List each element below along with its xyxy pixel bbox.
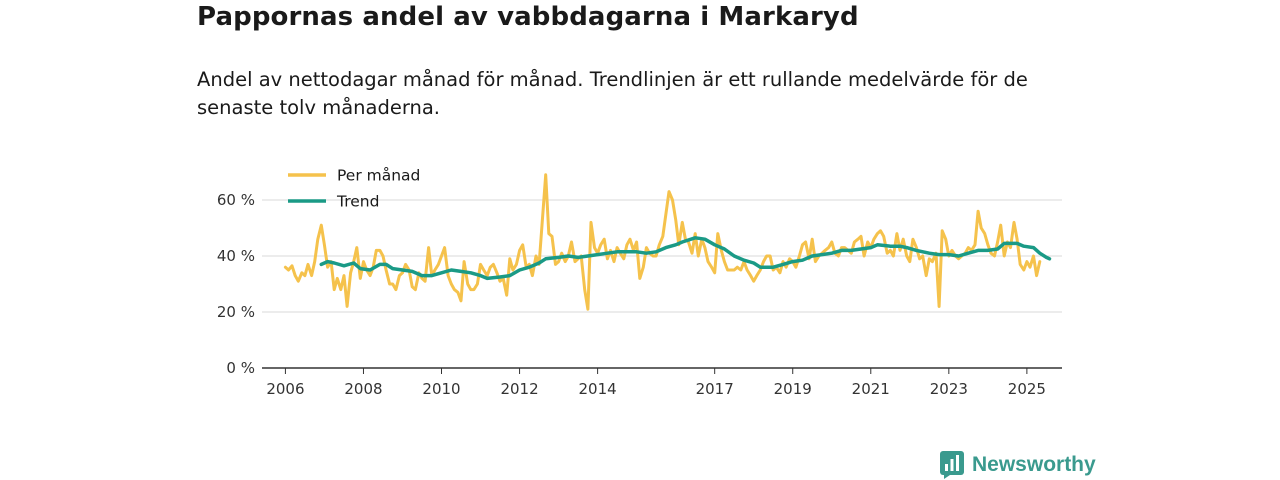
x-tick-label: 2017 — [696, 380, 734, 398]
x-tick-label: 2006 — [266, 380, 304, 398]
x-tick-label: 2008 — [344, 380, 382, 398]
y-tick-label: 20 % — [217, 303, 255, 321]
chart-subtitle: Andel av nettodagar månad för månad. Tre… — [197, 68, 1028, 119]
legend: Per månad Trend — [288, 167, 420, 211]
newsworthy-logo-icon — [940, 451, 964, 479]
legend-label-trend: Trend — [336, 193, 379, 211]
gridlines — [262, 199, 1062, 313]
series-layer — [283, 173, 1052, 311]
series-line-trend — [319, 236, 1052, 281]
x-tick-label: 2025 — [1008, 380, 1046, 398]
x-tick-label: 2019 — [774, 380, 812, 398]
x-tick-label: 2010 — [422, 380, 460, 398]
newsworthy-logo: Newsworthy — [940, 450, 1096, 480]
x-tick-label: 2012 — [500, 380, 538, 398]
y-tick-label: 40 % — [217, 247, 255, 265]
chart-title: Pappornas andel av vabbdagarna i Markary… — [197, 2, 859, 32]
series-line-per-manad — [283, 173, 1042, 311]
x-tick-label: 2023 — [930, 380, 968, 398]
axes: 0 % 20 % 40 % 60 % 2006 2008 2010 2012 2014 2017 2… — [217, 191, 1062, 398]
y-tick-label: 60 % — [217, 191, 255, 209]
x-tick-label: 2014 — [579, 380, 617, 398]
legend-label-per-manad: Per månad — [337, 167, 420, 185]
brand-name: Newsworthy — [972, 453, 1096, 476]
x-tick-label: 2021 — [852, 380, 890, 398]
y-tick-label: 0 % — [226, 359, 255, 377]
